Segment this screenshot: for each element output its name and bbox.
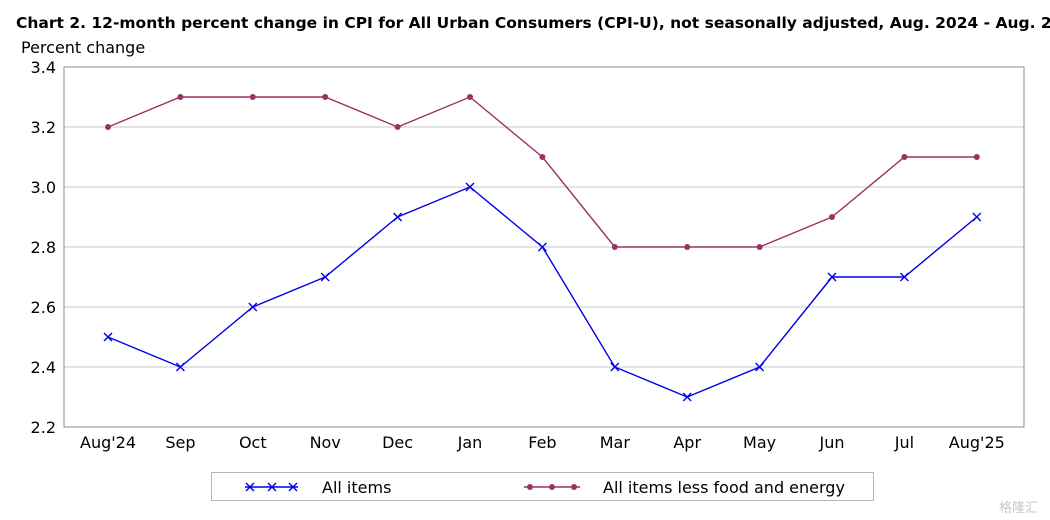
x-tick-label: Apr	[673, 433, 701, 452]
x-tick-label: Jan	[457, 433, 483, 452]
data-point	[248, 302, 258, 312]
data-point	[611, 244, 618, 250]
data-point	[901, 154, 908, 160]
chart-title: Chart 2. 12-month percent change in CPI …	[16, 14, 1050, 32]
y-tick-label: 3.0	[31, 178, 56, 197]
data-point	[899, 272, 909, 282]
x-tick-label: Nov	[310, 433, 341, 452]
x-tick-label: Sep	[165, 433, 195, 452]
legend-marker-core	[549, 484, 555, 490]
x-tick-label: Aug'25	[949, 433, 1005, 452]
data-point	[684, 244, 691, 250]
data-point	[539, 154, 546, 160]
plot-area	[63, 66, 1025, 428]
data-point	[972, 212, 982, 222]
y-tick-label: 2.2	[31, 418, 56, 437]
data-point	[610, 362, 620, 372]
legend-marker-core	[527, 484, 533, 490]
y-tick-label: 3.4	[31, 58, 56, 77]
legend-marker-all-items	[267, 482, 277, 492]
x-marker-stroke	[899, 272, 909, 282]
x-marker-stroke	[393, 212, 403, 222]
data-point	[322, 94, 329, 100]
y-tick-label: 3.2	[31, 118, 56, 137]
x-marker-stroke	[465, 182, 475, 192]
x-tick-label: May	[743, 433, 776, 452]
x-marker-stroke	[248, 302, 258, 312]
series-line	[107, 96, 977, 248]
x-marker-stroke	[320, 272, 330, 282]
legend: All items All items less food and energy	[211, 472, 874, 501]
data-point	[755, 362, 765, 372]
y-axis-label: Percent change	[21, 38, 146, 57]
data-point	[827, 272, 837, 282]
series-1	[105, 94, 980, 250]
legend-marker-core	[571, 484, 577, 490]
data-point	[682, 392, 692, 402]
series-line	[107, 186, 978, 398]
data-point	[829, 214, 835, 220]
data-point	[105, 124, 111, 130]
y-tick-label: 2.6	[31, 298, 56, 317]
data-point	[103, 332, 113, 342]
grid-lines	[64, 126, 1024, 368]
legend-marker-all-items	[245, 482, 255, 492]
x-marker-stroke	[610, 362, 620, 372]
legend-label-core: All items less food and energy	[603, 478, 845, 497]
y-tick-label: 2.4	[31, 358, 56, 377]
data-point	[249, 94, 256, 100]
x-tick-label: Aug'24	[80, 433, 136, 452]
x-tick-label: Jul	[894, 433, 914, 452]
x-marker-stroke	[288, 482, 298, 492]
legend-markers	[245, 482, 580, 492]
x-tick-label: Dec	[382, 433, 413, 452]
y-axis-ticks: 2.2 2.4 2.6 2.8 3.0 3.2 3.4	[31, 58, 56, 437]
data-point	[973, 154, 980, 160]
x-tick-label: Feb	[528, 433, 556, 452]
data-point	[467, 94, 473, 100]
x-marker-stroke	[103, 332, 113, 342]
x-axis-ticks: Aug'24 Sep Oct Nov Dec Jan Feb Mar Apr May Jun Jul A…	[80, 433, 1005, 452]
series-group	[103, 94, 982, 402]
data-point	[756, 244, 763, 250]
watermark: 格隆汇	[998, 501, 1038, 516]
x-marker-stroke	[972, 212, 982, 222]
data-point	[177, 94, 184, 100]
data-point	[537, 242, 547, 252]
x-marker-stroke	[755, 362, 765, 372]
legend-label-all-items: All items	[322, 478, 392, 497]
x-marker-stroke	[537, 242, 547, 252]
x-tick-label: Oct	[239, 433, 267, 452]
data-point	[320, 272, 330, 282]
series-0	[103, 182, 982, 402]
x-tick-label: Mar	[600, 433, 631, 452]
x-marker-stroke	[827, 272, 837, 282]
x-marker-stroke	[245, 482, 255, 492]
legend-marker-all-items	[288, 482, 298, 492]
data-point	[175, 362, 185, 372]
x-marker-stroke	[682, 392, 692, 402]
data-point	[465, 182, 475, 192]
data-point	[394, 124, 401, 130]
data-point	[393, 212, 403, 222]
x-tick-label: Jun	[819, 433, 845, 452]
x-marker-stroke	[175, 362, 185, 372]
x-marker-stroke	[267, 482, 277, 492]
y-tick-label: 2.8	[31, 238, 56, 257]
